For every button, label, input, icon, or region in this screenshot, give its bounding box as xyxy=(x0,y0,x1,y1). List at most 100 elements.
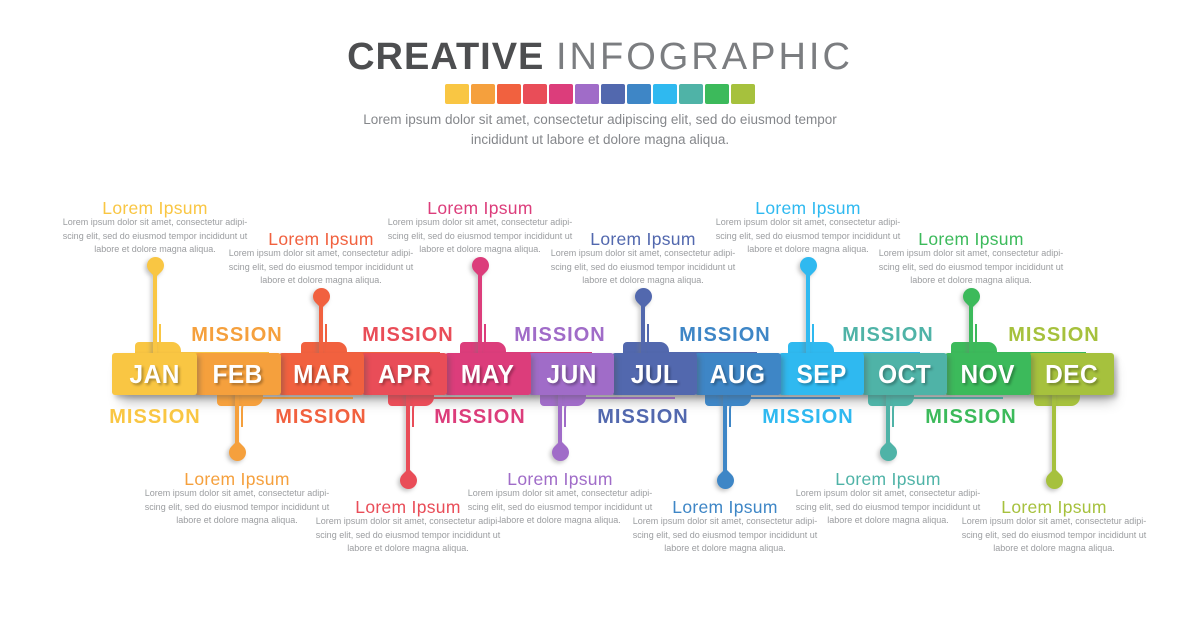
callout-text-line: scing elit, sed do eiusmod tempor incidi… xyxy=(795,501,981,512)
mission-label-jul: MISSION xyxy=(597,406,689,428)
month-block-jul: JUL xyxy=(611,353,698,395)
month-label-oct: OCT xyxy=(878,359,932,389)
pin-stem-jul xyxy=(641,303,645,356)
palette-swatch-1 xyxy=(445,84,469,104)
callout-text-oct: Lorem ipsum dolor sit amet, consectetur … xyxy=(770,487,1006,528)
pin-droplet-icon-jun xyxy=(547,440,573,465)
palette-swatch-12 xyxy=(731,84,755,104)
callout-title-jun: Lorem Ipsum xyxy=(507,469,613,489)
subtitle-line-2: incididunt ut labore et dolore magna ali… xyxy=(470,132,730,147)
callout-text-line: Lorem ipsum dolor sit amet, consectetur … xyxy=(62,217,248,227)
callout-text-line: labore et dolore magna aliqua. xyxy=(827,515,949,525)
callout-text-line: labore et dolore magna aliqua. xyxy=(664,543,786,553)
callout-text-line: Lorem ipsum dolor sit amet, consectetur … xyxy=(228,248,414,258)
callout-title-dec: Lorem Ipsum xyxy=(1001,497,1107,517)
pin-droplet-icon-aug xyxy=(712,468,738,493)
pin-stem-aug xyxy=(723,391,727,474)
month-label-jul: JUL xyxy=(630,359,679,389)
pin-stem-apr xyxy=(406,391,410,474)
callout-text-line: labore et dolore magna aliqua. xyxy=(993,543,1115,553)
callout-text-apr: Lorem ipsum dolor sit amet, consectetur … xyxy=(290,515,526,556)
callout-text-line: labore et dolore magna aliqua. xyxy=(260,275,382,285)
callout-text-line: scing elit, sed do eiusmod tempor incidi… xyxy=(228,261,414,272)
mission-label-feb: MISSION xyxy=(191,324,283,346)
pin-stem-nov xyxy=(969,303,973,356)
page-title: CREATIVE INFOGRAPHIC xyxy=(0,36,1200,78)
callout-title-sep: Lorem Ipsum xyxy=(755,198,861,218)
callout-title-jan: Lorem Ipsum xyxy=(102,198,208,218)
pin-droplet-icon-jan xyxy=(142,253,168,278)
pin-stem-jan xyxy=(153,272,157,356)
mission-connector-mar xyxy=(241,397,353,427)
month-block-aug: AUG xyxy=(695,353,781,395)
callout-text-line: scing elit, sed do eiusmod tempor incidi… xyxy=(961,529,1147,540)
callout-text-line: Lorem ipsum dolor sit amet, consectetur … xyxy=(795,488,981,498)
callout-text-line: scing elit, sed do eiusmod tempor incidi… xyxy=(715,230,901,241)
callout-text-dec: Lorem ipsum dolor sit amet, consectetur … xyxy=(936,515,1172,556)
month-block-jun: JUN xyxy=(528,353,614,395)
month-block-nov: NOV xyxy=(945,353,1031,395)
callout-title-may: Lorem Ipsum xyxy=(427,198,533,218)
callout-title-feb: Lorem Ipsum xyxy=(184,469,290,489)
pin-stem-dec xyxy=(1052,391,1056,474)
callout-title-nov: Lorem Ipsum xyxy=(918,229,1024,249)
mission-label-jun: MISSION xyxy=(514,324,606,346)
pin-stem-jun xyxy=(558,391,562,446)
callout-text-line: Lorem ipsum dolor sit amet, consectetur … xyxy=(632,516,818,526)
callout-text-line: scing elit, sed do eiusmod tempor incidi… xyxy=(144,501,330,512)
callout-title-jul: Lorem Ipsum xyxy=(590,229,696,249)
month-label-sep: SEP xyxy=(796,359,847,389)
callout-text-line: scing elit, sed do eiusmod tempor incidi… xyxy=(632,529,818,540)
month-block-sep: SEP xyxy=(778,353,864,395)
month-block-oct: OCT xyxy=(861,353,948,395)
pin-droplet-icon-nov xyxy=(958,284,984,309)
month-label-nov: NOV xyxy=(960,359,1016,389)
callout-text-line: scing elit, sed do eiusmod tempor incidi… xyxy=(878,261,1064,272)
callout-text-line: scing elit, sed do eiusmod tempor incidi… xyxy=(550,261,736,272)
pin-droplet-icon-jul xyxy=(630,284,656,309)
title-infographic: INFOGRAPHIC xyxy=(555,36,853,78)
mission-label-dec: MISSION xyxy=(1008,324,1100,346)
palette-swatch-5 xyxy=(549,84,573,104)
callout-text-aug: Lorem ipsum dolor sit amet, consectetur … xyxy=(607,515,843,556)
mission-label-mar: MISSION xyxy=(275,406,367,428)
mission-connector-sep xyxy=(729,397,840,427)
callout-text-line: Lorem ipsum dolor sit amet, consectetur … xyxy=(315,516,501,526)
pin-droplet-icon-dec xyxy=(1041,468,1067,493)
month-label-feb: FEB xyxy=(212,359,264,389)
subtitle-line-1: Lorem ipsum dolor sit amet, consectetur … xyxy=(363,112,837,127)
month-block-dec: DEC xyxy=(1028,353,1114,395)
callout-text-line: labore et dolore magna aliqua. xyxy=(747,244,869,254)
callout-text-line: scing elit, sed do eiusmod tempor incidi… xyxy=(387,230,573,241)
title-creative: CREATIVE xyxy=(347,36,545,78)
callout-text-line: labore et dolore magna aliqua. xyxy=(499,515,621,525)
palette-swatch-6 xyxy=(575,84,599,104)
pin-droplet-icon-feb xyxy=(224,440,250,465)
callout-text-sep: Lorem ipsum dolor sit amet, consectetur … xyxy=(690,216,926,257)
callout-text-line: labore et dolore magna aliqua. xyxy=(910,275,1032,285)
month-block-jan: JAN xyxy=(112,353,198,395)
pin-droplet-icon-apr xyxy=(395,468,421,493)
month-label-mar: MAR xyxy=(292,359,350,389)
pin-stem-mar xyxy=(319,303,323,356)
palette-swatch-10 xyxy=(679,84,703,104)
callout-text-line: Lorem ipsum dolor sit amet, consectetur … xyxy=(550,248,736,258)
callout-text-jan: Lorem ipsum dolor sit amet, consectetur … xyxy=(37,216,273,257)
mission-label-nov: MISSION xyxy=(925,406,1017,428)
callout-text-line: Lorem ipsum dolor sit amet, consectetur … xyxy=(878,248,1064,258)
pin-stem-sep xyxy=(806,272,810,356)
callout-text-feb: Lorem ipsum dolor sit amet, consectetur … xyxy=(119,487,355,528)
month-label-aug: AUG xyxy=(710,359,766,389)
pin-stem-oct xyxy=(886,391,890,446)
callout-title-apr: Lorem Ipsum xyxy=(355,497,461,517)
palette-row xyxy=(0,84,1200,104)
callout-text-line: Lorem ipsum dolor sit amet, consectetur … xyxy=(961,516,1147,526)
month-block-feb: FEB xyxy=(195,353,281,395)
palette-swatch-11 xyxy=(705,84,729,104)
subtitle: Lorem ipsum dolor sit amet, consectetur … xyxy=(0,110,1200,150)
callout-text-line: scing elit, sed do eiusmod tempor incidi… xyxy=(467,501,653,512)
month-label-dec: DEC xyxy=(1044,359,1098,389)
month-block-may: MAY xyxy=(445,353,531,395)
callout-text-may: Lorem ipsum dolor sit amet, consectetur … xyxy=(362,216,598,257)
